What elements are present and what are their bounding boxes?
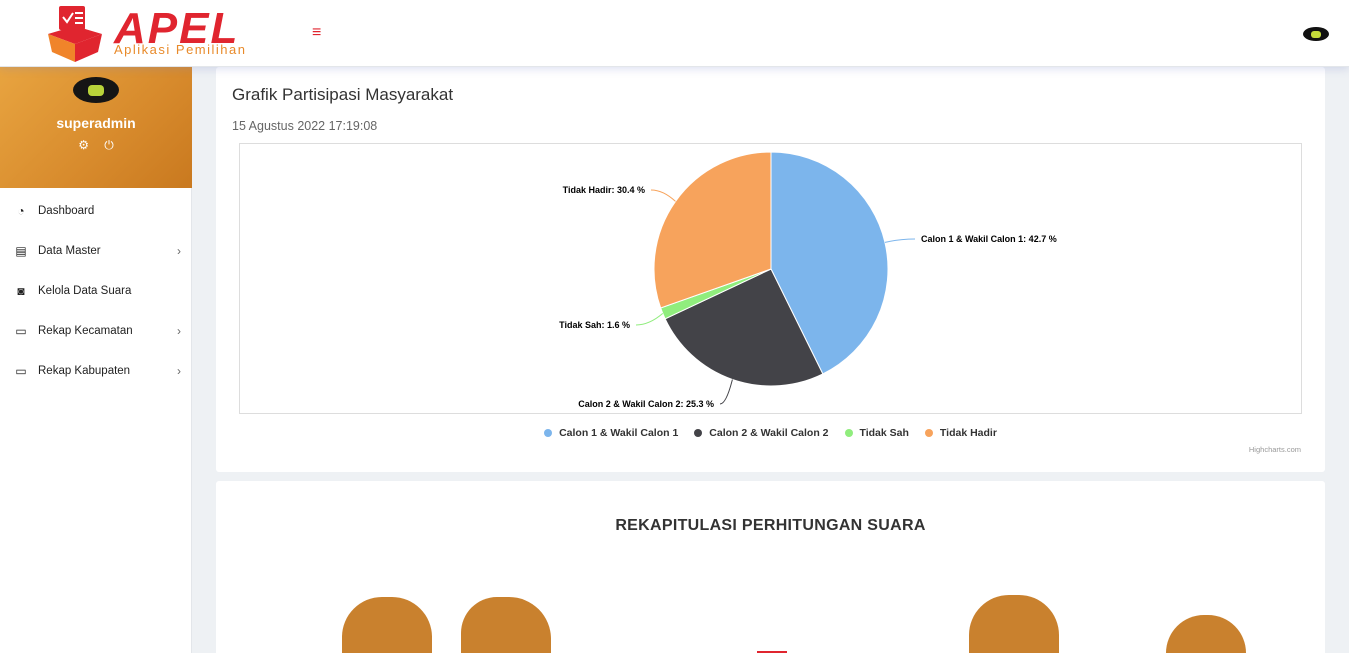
candidate-1-photo	[342, 597, 432, 653]
chevron-right-icon: ›	[177, 364, 181, 378]
sidebar-item-rekap-kabupaten[interactable]: ▭ Rekap Kabupaten ›	[0, 351, 191, 391]
legend-dot-icon	[924, 429, 933, 437]
monitor-icon: ▭	[15, 324, 27, 338]
pie-slice[interactable]	[653, 151, 772, 309]
candidate-2-photo	[969, 595, 1059, 653]
profile-panel: superadmin ⚙ ⏻	[0, 67, 192, 188]
sidebar-item-dashboard[interactable]: ◔ Dashboard	[0, 191, 191, 231]
sidebar-item-label: Kelola Data Suara	[38, 285, 132, 297]
chart-frame: Calon 1 & Wakil Calon 1: 42.7 % Calon 2 &…	[239, 143, 1302, 414]
sidebar-item-label: Dashboard	[38, 205, 95, 217]
sidebar-nav: ◔ Dashboard ▤ Data Master › ◙ Kelola Dat…	[0, 191, 191, 391]
logo-subtitle: Aplikasi Pemilihan	[114, 42, 247, 57]
profile-username: superadmin	[56, 115, 136, 131]
id-card-icon: ▤	[15, 244, 27, 258]
legend-item[interactable]: Calon 2 & Wakil Calon 2	[694, 427, 829, 439]
sidebar-item-kelola-data-suara[interactable]: ◙ Kelola Data Suara	[0, 271, 191, 311]
wakil-candidate-1-photo	[461, 597, 551, 653]
legend-label: Calon 1 & Wakil Calon 1	[559, 427, 679, 439]
power-icon[interactable]: ⏻	[104, 138, 114, 152]
pie-slice[interactable]	[664, 268, 824, 387]
data-label-connector	[650, 189, 676, 202]
sidebar-item-label: Rekap Kabupaten	[38, 365, 131, 377]
legend-dot-icon	[544, 429, 553, 437]
legend-dot-icon	[694, 429, 703, 437]
sidebar-item-data-master[interactable]: ▤ Data Master ›	[0, 231, 191, 271]
chevron-right-icon: ›	[177, 244, 181, 258]
dashboard-icon: ◔	[17, 204, 25, 218]
logo-title: APEL	[114, 4, 240, 53]
vote-icon: ◙	[17, 284, 25, 298]
sidebar-item-rekap-kecamatan[interactable]: ▭ Rekap Kecamatan ›	[0, 311, 191, 351]
legend-label: Tidak Sah	[859, 427, 909, 439]
app-logo[interactable]: APEL Aplikasi Pemilihan	[44, 4, 259, 62]
gear-icon[interactable]: ⚙	[78, 138, 89, 152]
divider-mark	[757, 651, 787, 653]
legend-dot-icon	[844, 429, 853, 437]
recap-card: REKAPITULASI PERHITUNGAN SUARA	[216, 481, 1325, 653]
chart-legend: Calon 1 & Wakil Calon 1 Calon 2 & Wakil C…	[216, 427, 1325, 440]
legend-item[interactable]: Tidak Sah	[844, 427, 909, 439]
data-label: Calon 2 & Wakil Calon 2: 25.3 %	[578, 399, 714, 409]
sidebar-item-label: Data Master	[38, 245, 101, 257]
data-label-connector	[884, 238, 916, 243]
sidebar: superadmin ⚙ ⏻ ◔ Dashboard ▤ Data Master…	[0, 67, 192, 653]
hamburger-icon[interactable]: ≡	[312, 24, 322, 41]
profile-actions: ⚙ ⏻	[0, 138, 192, 153]
legend-item[interactable]: Tidak Hadir	[924, 427, 997, 439]
legend-label: Calon 2 & Wakil Calon 2	[709, 427, 829, 439]
profile-avatar	[73, 77, 119, 103]
pie-chart: Calon 1 & Wakil Calon 1: 42.7 % Calon 2 &…	[559, 151, 1057, 409]
data-label-connector	[719, 379, 733, 405]
participation-card: Grafik Partisipasi Masyarakat 15 Agustus…	[216, 67, 1325, 472]
card-date: 15 Agustus 2022 17:19:08	[232, 119, 378, 133]
chevron-right-icon: ›	[177, 324, 181, 338]
sidebar-item-label: Rekap Kecamatan	[38, 325, 133, 337]
recap-title: REKAPITULASI PERHITUNGAN SUARA	[615, 517, 926, 534]
card-title: Grafik Partisipasi Masyarakat	[232, 85, 454, 104]
legend-label: Tidak Hadir	[939, 427, 997, 439]
data-label: Tidak Sah: 1.6 %	[559, 320, 630, 330]
pie-slice[interactable]	[770, 151, 889, 375]
user-avatar[interactable]	[1303, 27, 1329, 41]
chart-credits[interactable]: Highcharts.com	[1248, 445, 1301, 454]
ballot-box-logo-icon	[48, 6, 102, 62]
monitor-icon: ▭	[15, 364, 27, 378]
data-label-connector	[635, 313, 664, 326]
wakil-candidate-2-photo	[1166, 615, 1246, 653]
data-label: Tidak Hadir: 30.4 %	[563, 185, 645, 195]
legend-item[interactable]: Calon 1 & Wakil Calon 1	[544, 427, 678, 439]
data-label: Calon 1 & Wakil Calon 1: 42.7 %	[921, 234, 1057, 244]
top-bar: APEL Aplikasi Pemilihan ≡	[0, 0, 1349, 67]
